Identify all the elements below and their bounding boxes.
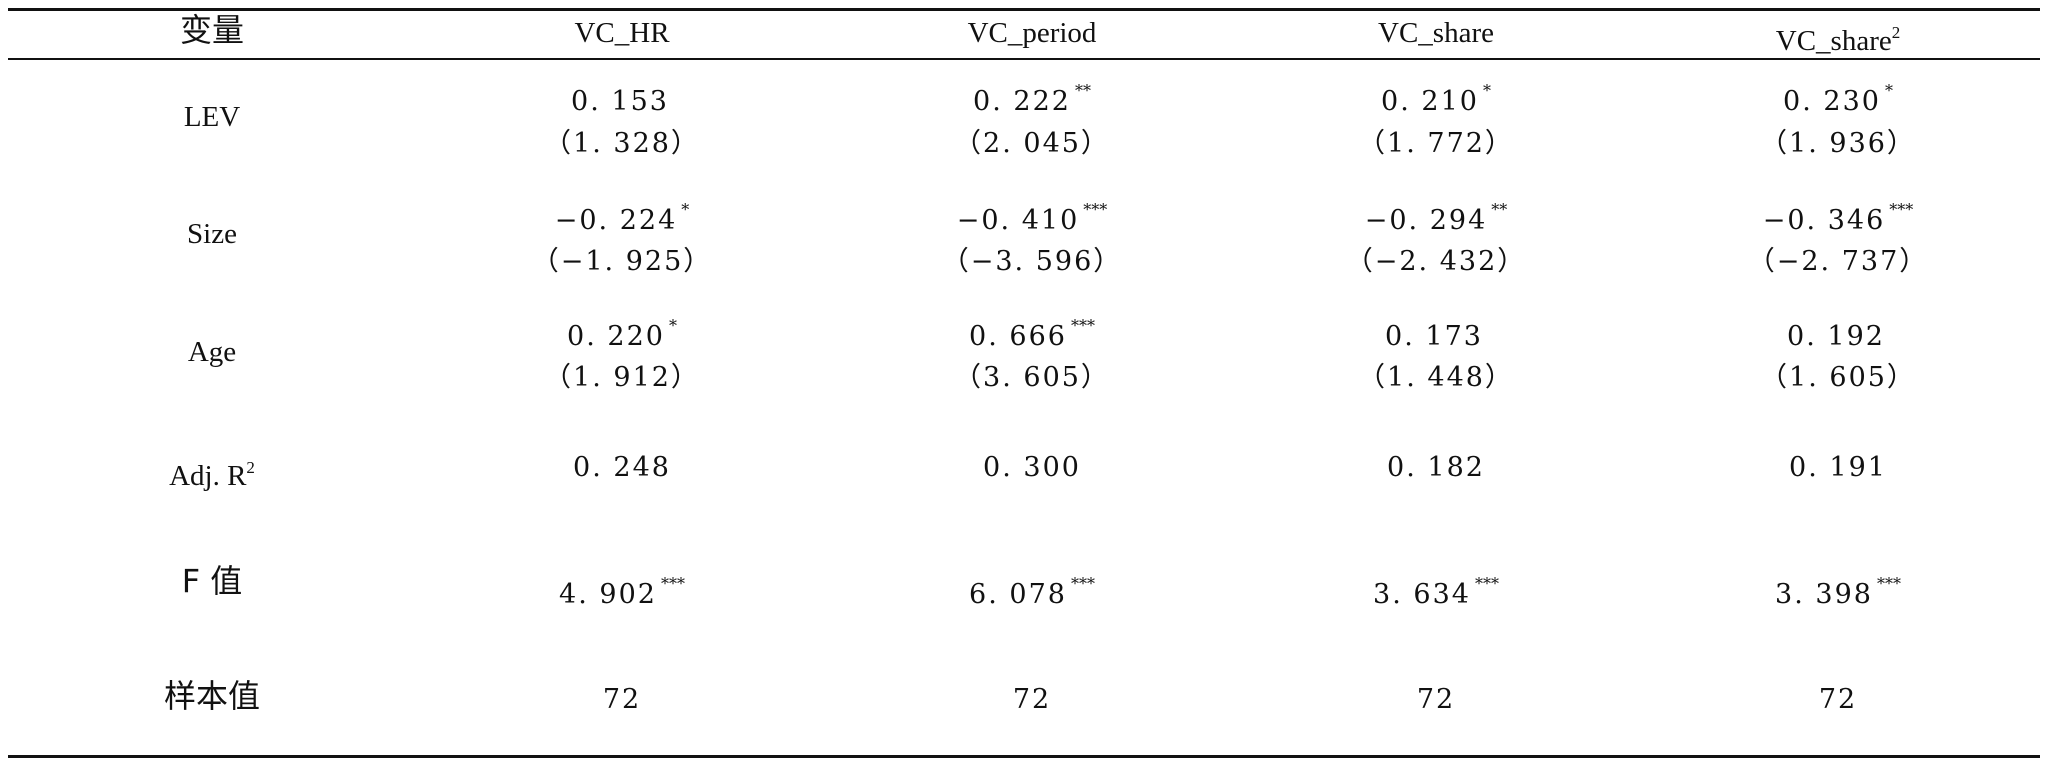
header-variable: 变量 (179, 11, 245, 49)
row-label-sample: 样本值 (163, 677, 261, 715)
sample-cell: 72 (1416, 684, 1456, 715)
row-label-adj-r2: Adj. R2 (169, 458, 255, 492)
coef-cell: 0. 153 (571, 86, 669, 117)
coef-cell: −0. 410 *** (956, 200, 1108, 236)
f-value-cell: 3. 398 *** (1775, 574, 1901, 610)
row-label-lev: LEV (183, 101, 241, 133)
t-stat-cell: （1. 605） (1760, 362, 1916, 393)
sample-cell: 72 (1012, 684, 1052, 715)
coef-cell: −0. 224 * (554, 200, 690, 236)
adj-r2-cell: 0. 191 (1789, 452, 1887, 483)
coef-cell: 0. 666 *** (969, 316, 1095, 352)
adj-r2-cell: 0. 182 (1387, 452, 1485, 483)
t-stat-cell: （1. 912） (544, 362, 700, 393)
t-stat-cell: （1. 328） (544, 128, 700, 159)
coef-cell: 0. 192 (1787, 321, 1885, 352)
f-value-cell: 6. 078 *** (969, 574, 1095, 610)
coef-cell: 0. 210 * (1381, 81, 1491, 117)
header-vc-hr: VC_HR (574, 17, 670, 49)
coef-cell: −0. 294 ** (1364, 200, 1508, 236)
f-value-cell: 3. 634 *** (1373, 574, 1499, 610)
row-label-size: Size (187, 218, 237, 250)
header-vc-share: VC_share (1378, 17, 1494, 49)
row-label-f-value: F 值 (181, 562, 243, 600)
coef-cell: 0. 230 * (1783, 81, 1893, 117)
header-rule (8, 58, 2040, 60)
coef-cell: 0. 220 * (567, 316, 677, 352)
header-vc-period: VC_period (967, 17, 1097, 49)
t-stat-cell: （−2. 737） (1747, 246, 1929, 277)
coef-cell: −0. 346 *** (1762, 200, 1914, 236)
top-rule (8, 8, 2040, 11)
t-stat-cell: （3. 605） (954, 362, 1110, 393)
t-stat-cell: （2. 045） (954, 128, 1110, 159)
coef-cell: 0. 222 ** (973, 81, 1091, 117)
bottom-rule (8, 755, 2040, 758)
t-stat-cell: （−3. 596） (941, 246, 1123, 277)
adj-r2-cell: 0. 300 (983, 452, 1081, 483)
t-stat-cell: （1. 448） (1358, 362, 1514, 393)
sample-cell: 72 (602, 684, 642, 715)
header-vc-share-squared: VC_share2 (1775, 23, 1901, 57)
t-stat-cell: （−1. 925） (531, 246, 713, 277)
sample-cell: 72 (1818, 684, 1858, 715)
f-value-cell: 4. 902 *** (559, 574, 685, 610)
t-stat-cell: （1. 772） (1358, 128, 1514, 159)
t-stat-cell: （1. 936） (1760, 128, 1916, 159)
t-stat-cell: （−2. 432） (1345, 246, 1527, 277)
coef-cell: 0. 173 (1385, 321, 1483, 352)
adj-r2-cell: 0. 248 (573, 452, 671, 483)
row-label-age: Age (187, 336, 237, 368)
